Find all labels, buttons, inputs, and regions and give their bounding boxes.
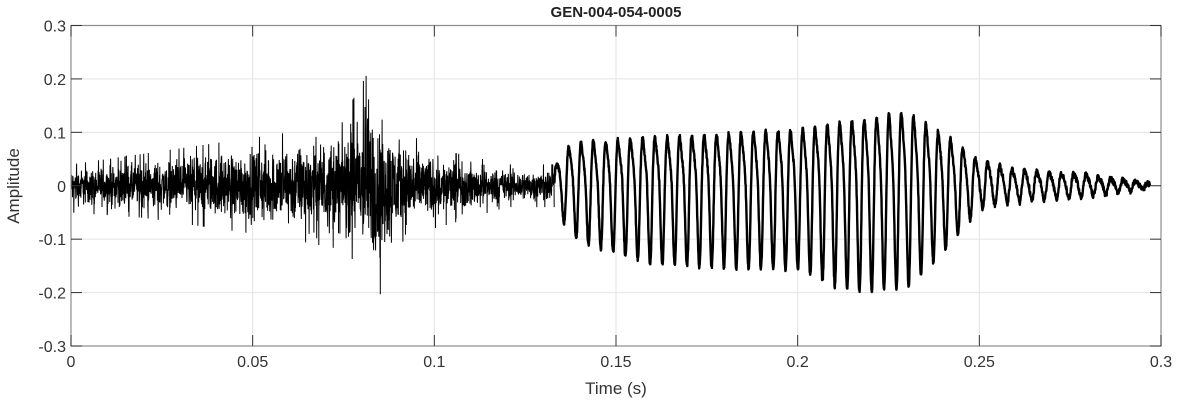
- y-tick-label: 0.3: [44, 19, 66, 36]
- x-tick-label: 0.05: [237, 354, 268, 371]
- chart-title: GEN-004-054-0005: [551, 4, 682, 21]
- x-tick-label: 0: [67, 354, 76, 371]
- y-tick-label: 0.2: [44, 72, 66, 89]
- y-tick-label: -0.1: [38, 232, 66, 249]
- x-tick-label: 0.25: [964, 354, 995, 371]
- noise-segment-line: [70, 75, 555, 295]
- x-tick-label: 0.3: [1150, 354, 1172, 371]
- series-group: [70, 75, 1152, 295]
- y-tick-label: 0.1: [44, 125, 66, 142]
- x-tick-label: 0.15: [600, 354, 631, 371]
- y-axis-label: Amplitude: [4, 148, 23, 224]
- oscillation-segment-line: [553, 111, 1152, 294]
- y-tick-label: 0: [57, 179, 66, 196]
- y-tick-label: -0.2: [38, 286, 66, 303]
- x-tick-label: 0.1: [423, 354, 445, 371]
- x-tick-label: 0.2: [787, 354, 809, 371]
- ticks: 0 0.05 0.1 0.15 0.2 0.25 0.3 -0.3 -0.2 -0.1 0 0.1 0.…: [38, 19, 1172, 372]
- y-tick-label: -0.3: [38, 339, 66, 356]
- x-axis-label: Time (s): [585, 379, 647, 398]
